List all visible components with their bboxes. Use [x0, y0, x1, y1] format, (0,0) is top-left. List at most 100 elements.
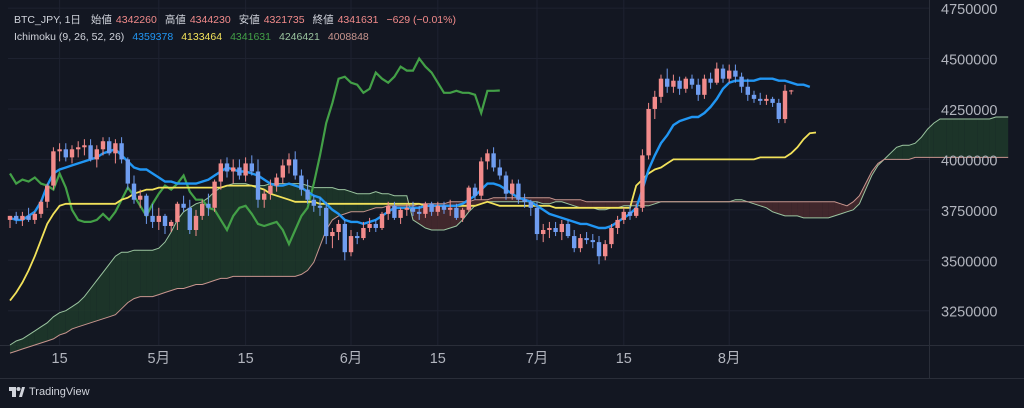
candle[interactable]	[69, 145, 75, 164]
candle[interactable]	[522, 193, 527, 208]
candle[interactable]	[187, 199, 192, 235]
candle[interactable]	[181, 195, 186, 212]
candle[interactable]	[113, 139, 118, 164]
candle[interactable]	[212, 179, 217, 212]
candle[interactable]	[410, 201, 416, 216]
candle[interactable]	[311, 195, 316, 212]
candle[interactable]	[510, 179, 515, 200]
candle[interactable]	[32, 211, 37, 224]
candle[interactable]	[88, 139, 93, 162]
candle[interactable]	[553, 221, 558, 237]
candle[interactable]	[286, 153, 292, 174]
candle[interactable]	[590, 234, 595, 249]
candle[interactable]	[150, 203, 155, 228]
candle[interactable]	[770, 96, 775, 107]
lagging-span-line[interactable]	[9, 56, 500, 247]
candle[interactable]	[175, 201, 180, 230]
candle[interactable]	[398, 207, 403, 224]
candle[interactable]	[355, 232, 360, 245]
candle[interactable]	[144, 193, 149, 224]
candle[interactable]	[658, 74, 664, 103]
candle[interactable]	[584, 232, 589, 245]
candle[interactable]	[317, 197, 323, 216]
candle[interactable]	[162, 213, 168, 235]
candle[interactable]	[367, 217, 372, 233]
candle[interactable]	[206, 193, 211, 216]
candle[interactable]	[94, 145, 99, 168]
candle[interactable]	[45, 183, 50, 208]
candle[interactable]	[472, 183, 478, 200]
candle[interactable]	[485, 149, 490, 170]
candle[interactable]	[293, 151, 298, 180]
candle[interactable]	[671, 74, 676, 93]
candle[interactable]	[76, 141, 81, 158]
candle[interactable]	[572, 230, 577, 253]
candle[interactable]	[435, 201, 440, 216]
candle[interactable]	[789, 89, 794, 95]
candle[interactable]	[373, 219, 378, 233]
candle[interactable]	[491, 147, 496, 172]
candle[interactable]	[652, 90, 657, 120]
candle[interactable]	[330, 227, 335, 249]
candle[interactable]	[404, 203, 409, 216]
candle[interactable]	[677, 76, 682, 95]
candle[interactable]	[776, 98, 781, 124]
candle[interactable]	[758, 92, 763, 105]
candle[interactable]	[528, 199, 533, 216]
candle[interactable]	[596, 236, 602, 265]
candle[interactable]	[342, 219, 347, 261]
candle[interactable]	[454, 203, 459, 220]
candle[interactable]	[609, 223, 614, 249]
candle[interactable]	[751, 90, 757, 103]
candle[interactable]	[423, 201, 428, 218]
candle[interactable]	[14, 211, 19, 224]
candle[interactable]	[7, 215, 13, 228]
candle[interactable]	[224, 157, 230, 178]
candle[interactable]	[683, 76, 688, 93]
candle[interactable]	[441, 201, 447, 214]
candle[interactable]	[720, 64, 726, 83]
candle[interactable]	[615, 215, 620, 235]
candle[interactable]	[547, 221, 552, 239]
candle[interactable]	[497, 159, 502, 180]
indicator-name[interactable]: Ichimoku (9, 26, 52, 26)	[14, 31, 125, 43]
candle[interactable]	[696, 78, 701, 101]
candle[interactable]	[516, 179, 521, 204]
candle[interactable]	[646, 102, 651, 160]
candle[interactable]	[280, 159, 285, 184]
candle[interactable]	[20, 211, 25, 226]
candle[interactable]	[156, 207, 161, 230]
candle[interactable]	[640, 149, 645, 212]
candle[interactable]	[57, 143, 62, 162]
candle[interactable]	[386, 201, 391, 220]
candle[interactable]	[299, 169, 304, 196]
lead-span-b-line[interactable]	[9, 156, 1009, 354]
candle[interactable]	[503, 171, 509, 200]
candle[interactable]	[627, 205, 633, 220]
candle[interactable]	[634, 203, 639, 218]
candle[interactable]	[324, 201, 329, 245]
candle[interactable]	[727, 64, 732, 83]
candle[interactable]	[603, 240, 608, 261]
candle[interactable]	[429, 201, 434, 216]
candle[interactable]	[565, 219, 571, 239]
candle[interactable]	[541, 223, 546, 243]
candle[interactable]	[237, 159, 242, 180]
candle[interactable]	[578, 234, 583, 253]
candle[interactable]	[336, 219, 341, 241]
candle[interactable]	[193, 209, 199, 237]
symbol-label[interactable]: BTC_JPY, 1日	[14, 14, 81, 26]
candle[interactable]	[479, 157, 484, 200]
candle[interactable]	[348, 230, 354, 257]
candle[interactable]	[107, 137, 112, 156]
candle[interactable]	[63, 143, 68, 162]
candle[interactable]	[82, 139, 87, 156]
candle[interactable]	[745, 78, 750, 101]
candle[interactable]	[218, 159, 223, 190]
candle[interactable]	[119, 137, 124, 164]
base-line[interactable]	[9, 77, 811, 230]
candle[interactable]	[733, 64, 738, 83]
candle[interactable]	[361, 221, 366, 241]
candle[interactable]	[417, 205, 422, 220]
